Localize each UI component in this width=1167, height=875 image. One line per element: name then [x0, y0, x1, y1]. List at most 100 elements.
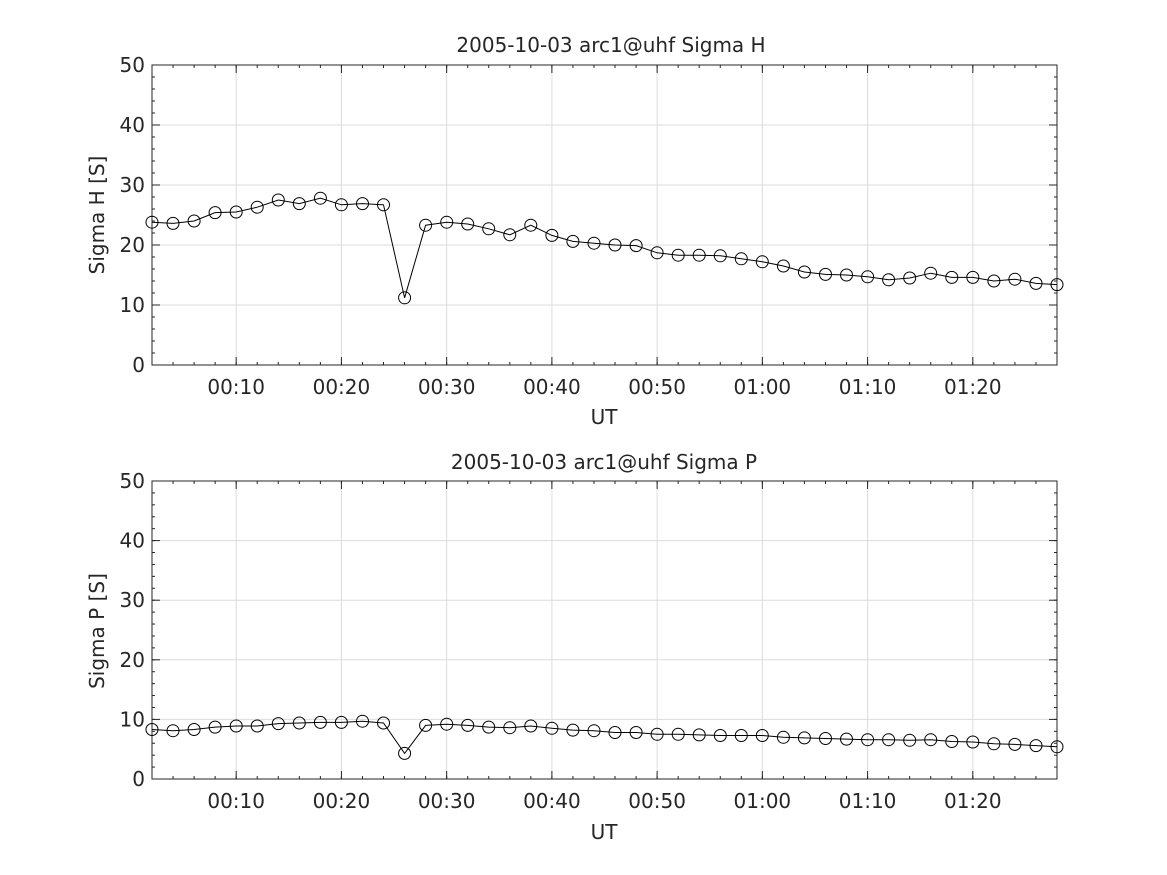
- data-point: [819, 732, 832, 745]
- data-point: [650, 727, 664, 741]
- data-point: [671, 248, 685, 262]
- data-point: [776, 730, 790, 744]
- axes-box: [151, 64, 1058, 366]
- data-point: [587, 236, 601, 250]
- data-point: [987, 274, 1001, 288]
- data-point: [250, 719, 264, 733]
- data-point: [482, 720, 496, 734]
- data-point: [334, 715, 348, 729]
- data-point: [713, 729, 727, 742]
- data-point: [755, 729, 769, 742]
- data-point: [356, 197, 369, 211]
- data-point: [545, 228, 559, 242]
- data-point: [629, 239, 643, 253]
- data-point: [966, 270, 980, 284]
- x-tick-label: 01:10: [839, 789, 897, 813]
- y-tick-label: 30: [120, 173, 145, 197]
- x-axis-label: UT: [591, 820, 619, 844]
- data-point: [398, 746, 412, 760]
- data-point: [292, 197, 306, 211]
- data-point: [145, 723, 159, 736]
- x-tick-label: 00:20: [313, 375, 371, 399]
- data-point: [587, 724, 601, 738]
- data-point: [987, 737, 1001, 751]
- data-point: [945, 735, 959, 748]
- data-point: [377, 198, 390, 212]
- y-tick-label: 40: [120, 529, 145, 553]
- data-point: [145, 215, 159, 229]
- data-point: [903, 271, 917, 285]
- data-point: [503, 228, 517, 242]
- data-point: [1008, 272, 1022, 286]
- data-point: [755, 255, 769, 269]
- data-point: [882, 733, 896, 747]
- data-point: [797, 731, 811, 745]
- data-point: [440, 215, 454, 229]
- y-tick-label: 10: [120, 707, 145, 731]
- data-point: [903, 733, 917, 747]
- y-axis-label: Sigma P [S]: [85, 573, 109, 689]
- data-point: [1050, 740, 1064, 754]
- x-tick-label: 00:30: [418, 789, 476, 813]
- x-tick-label: 00:40: [523, 789, 581, 813]
- data-point: [608, 238, 622, 252]
- x-tick-label: 00:10: [207, 789, 265, 813]
- data-point: [524, 719, 538, 733]
- x-tick-label: 00:10: [207, 375, 265, 399]
- data-point: [566, 723, 580, 737]
- data-point: [882, 273, 896, 287]
- data-point: [398, 291, 412, 305]
- y-tick-label: 20: [120, 233, 145, 257]
- x-tick-label: 01:00: [734, 789, 792, 813]
- data-point: [482, 222, 496, 236]
- data-point: [271, 717, 285, 731]
- data-point: [208, 720, 222, 734]
- chart-title: 2005-10-03 arc1@uhf Sigma P: [451, 450, 757, 474]
- x-tick-label: 00:30: [418, 375, 476, 399]
- y-tick-label: 0: [132, 767, 145, 791]
- plot-area: [152, 481, 1057, 779]
- data-point: [461, 718, 475, 732]
- x-tick-label: 00:50: [628, 789, 686, 813]
- x-tick-label: 01:10: [839, 375, 897, 399]
- data-point: [629, 726, 643, 739]
- data-point: [461, 217, 475, 231]
- axes-box: [151, 480, 1058, 780]
- data-point: [692, 248, 706, 262]
- axes-sigma-h: 00:10 00:20 00:30 00:40 00:50 01:00 01:10 01:20…: [85, 33, 1064, 429]
- data-point: [692, 728, 706, 742]
- data-point: [419, 218, 433, 232]
- y-tick-label: 10: [120, 293, 145, 317]
- data-point: [545, 721, 559, 735]
- y-tick-label: 50: [120, 53, 145, 77]
- data-point: [313, 191, 327, 205]
- data-point: [166, 724, 180, 738]
- data-point: [861, 733, 875, 747]
- data-point: [419, 718, 433, 732]
- data-point: [229, 719, 243, 733]
- series-line: [151, 197, 1058, 298]
- x-tick-label: 01:20: [944, 375, 1002, 399]
- x-tick-label: 00:40: [523, 375, 581, 399]
- data-point: [440, 717, 454, 731]
- data-point: [292, 716, 306, 730]
- data-point: [229, 205, 243, 219]
- series-line: [151, 720, 1058, 755]
- data-point: [797, 265, 811, 279]
- plot-area: [152, 65, 1057, 365]
- data-point: [734, 252, 748, 266]
- data-point: [840, 268, 853, 282]
- data-point: [208, 206, 222, 220]
- data-point: [524, 218, 538, 232]
- x-tick-label: 01:20: [944, 789, 1002, 813]
- data-point: [166, 216, 180, 230]
- x-tick-label: 00:50: [628, 375, 686, 399]
- data-point: [671, 727, 685, 741]
- axes-sigma-p: 00:10 00:20 00:30 00:40 00:50 01:00 01:10 01:20…: [85, 450, 1064, 844]
- data-point: [313, 715, 327, 729]
- data-point: [503, 721, 517, 735]
- data-point: [334, 198, 348, 212]
- y-tick-label: 0: [132, 353, 145, 377]
- data-point: [966, 735, 980, 749]
